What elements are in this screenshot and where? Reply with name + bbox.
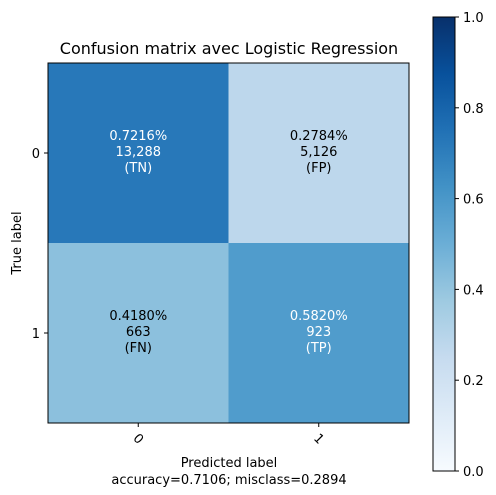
colorbar-tick-label: 0.6 [463, 193, 484, 208]
heatmap-cell-0-0 [48, 63, 229, 243]
x-axis-label: Predicted label [181, 456, 278, 471]
heatmap-cell-1-0 [48, 243, 229, 423]
colorbar-tick-label: 0.2 [463, 374, 484, 389]
chart-title: Confusion matrix avec Logistic Regressio… [60, 39, 398, 58]
colorbar [432, 16, 456, 472]
colorbar-ticks: 0.0 0.2 0.4 0.6 0.8 1.0 [455, 11, 484, 480]
heatmap-cell-0-1 [228, 63, 409, 243]
x-tick-label: 1 [310, 431, 326, 447]
y-ticks: 01 [32, 147, 48, 342]
plot-frame [47, 62, 410, 424]
cell-percent-label: 0.7216% [109, 129, 167, 144]
cell-count-label: 663 [126, 325, 151, 340]
x-tick-label: 0 [130, 431, 146, 447]
y-tick-label: 1 [32, 327, 40, 342]
cell-tag-label: (FN) [125, 341, 152, 356]
cell-tag-label: (TP) [306, 341, 332, 356]
cell-count-label: 13,288 [116, 145, 162, 160]
cell-percent-label: 0.2784% [290, 129, 348, 144]
cell-percent-label: 0.5820% [290, 309, 348, 324]
colorbar-tick-label: 0.8 [463, 102, 484, 117]
colorbar-tick-label: 1.0 [463, 11, 484, 26]
cell-count-label: 5,126 [300, 145, 337, 160]
y-axis-label: True label [10, 211, 25, 275]
cell-tag-label: (TN) [124, 161, 152, 176]
cell-tag-label: (FP) [306, 161, 331, 176]
cell-count-label: 923 [306, 325, 331, 340]
colorbar-tick-label: 0.0 [463, 465, 484, 480]
colorbar-tick-label: 0.4 [463, 283, 484, 298]
heatmap-cells: 0.7216%13,288(TN) 0.2784%5,126(FP) 0.4180%… [48, 63, 409, 423]
cell-percent-label: 0.4180% [109, 309, 167, 324]
heatmap-cell-1-1 [228, 243, 409, 423]
x-axis-note: accuracy=0.7106; misclass=0.2894 [111, 473, 346, 488]
y-tick-label: 0 [32, 147, 40, 162]
